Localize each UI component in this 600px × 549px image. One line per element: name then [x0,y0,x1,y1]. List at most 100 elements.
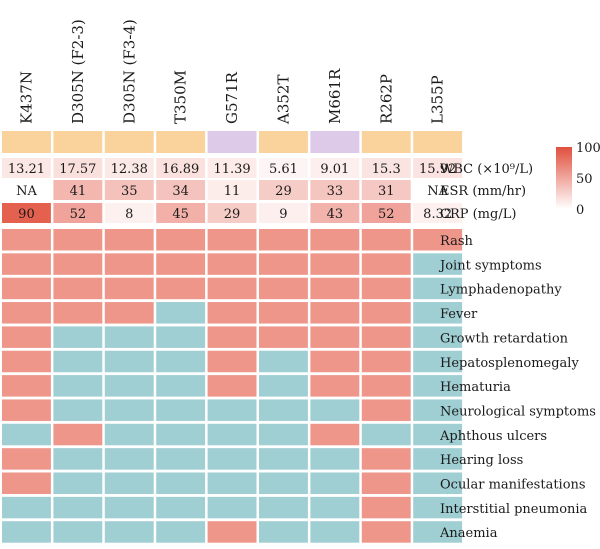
symptom-cell [53,277,103,300]
symptom-cell [310,375,360,397]
group-cell [207,131,257,153]
lab-value: 31 [378,184,395,199]
legend-tick-label: 100 [576,141,600,156]
symptom-cell [53,350,103,373]
symptom-row-label: Lymphadenopathy [440,283,562,298]
symptom-cell [53,302,103,324]
lab-cell [156,158,206,178]
symptom-cell [2,521,51,543]
symptom-cell [2,277,51,300]
lab-cell [156,180,206,200]
symptom-cell [310,253,360,275]
symptom-cell [156,448,206,470]
symptom-cell [156,375,206,397]
column-label: T350M [172,70,190,124]
symptom-cell [259,229,308,251]
symptom-row-label: Fever [440,307,478,322]
group-cell [413,131,463,153]
lab-value: 52 [378,207,395,222]
symptom-cell [104,423,154,446]
lab-cell [104,180,154,200]
column-label: K437N [17,71,35,124]
lab-value: 35 [121,184,138,199]
symptom-cell [2,326,51,348]
symptom-row-label: Interstitial pneumonia [440,502,588,517]
symptom-cell [259,277,308,300]
lab-cell [2,203,51,223]
lab-value: 52 [70,207,87,222]
lab-row-label: CRP (mg/L) [440,207,516,222]
lab-cell [310,180,360,200]
symptom-cell [104,350,154,373]
symptom-cell [259,448,308,470]
symptom-cell [413,496,463,519]
group-cell [2,131,51,153]
lab-value: 90 [18,207,35,222]
lab-value: 43 [327,207,344,222]
symptom-cell [2,423,51,446]
symptom-cell [2,496,51,519]
symptom-cell [310,350,360,373]
symptom-cell [361,253,411,275]
symptom-cell [361,472,411,494]
symptom-cell [53,423,103,446]
lab-value: 8 [125,207,133,222]
lab-value: 9.01 [320,162,349,177]
lab-cell [259,203,308,223]
symptom-cell [207,277,257,300]
symptom-cell [104,472,154,494]
symptom-cell [104,496,154,519]
symptom-cell [310,302,360,324]
symptom-cell [310,326,360,348]
symptom-row-label: Ocular manifestations [440,478,586,493]
lab-cell [413,158,463,178]
lab-value: 13.21 [8,162,45,177]
symptom-cell [156,229,206,251]
group-cell [310,131,360,153]
column-label: L355P [429,75,447,124]
symptom-cell [156,350,206,373]
lab-value: 29 [275,184,292,199]
symptom-cell [413,423,463,446]
symptom-cell [361,326,411,348]
lab-cell [104,158,154,178]
legend-colorbar [556,147,572,209]
lab-row-label: ESR (mm/hr) [440,184,526,199]
symptom-cell [413,277,463,300]
symptom-cell [156,253,206,275]
symptom-cell [413,253,463,275]
symptom-cell [207,302,257,324]
symptom-cell [361,423,411,446]
symptom-row-label: Hepatosplenomegaly [440,356,579,371]
symptom-cell [156,399,206,421]
symptom-cell [310,448,360,470]
symptom-cell [361,350,411,373]
symptom-cell [2,472,51,494]
symptom-cell [156,277,206,300]
symptom-cell [207,375,257,397]
symptom-cell [413,399,463,421]
symptom-cell [413,448,463,470]
lab-value: 15.3 [372,162,401,177]
symptom-cell [53,399,103,421]
symptom-cell [2,302,51,324]
column-label: D305N (F3-4) [120,19,138,124]
lab-value: 16.89 [162,162,199,177]
symptom-cell [361,375,411,397]
symptom-cell [156,302,206,324]
symptom-cell [361,448,411,470]
symptom-cell [156,472,206,494]
symptom-cell [207,472,257,494]
symptom-cell [207,326,257,348]
symptom-cell [310,229,360,251]
lab-cell [310,158,360,178]
lab-value: 45 [172,207,189,222]
symptom-cell [104,521,154,543]
symptom-cell [156,423,206,446]
lab-value: 15.92 [419,162,456,177]
lab-value: 5.61 [269,162,298,177]
symptom-cell [53,448,103,470]
symptom-cell [413,326,463,348]
lab-cell [413,180,463,200]
symptom-cell [413,521,463,543]
